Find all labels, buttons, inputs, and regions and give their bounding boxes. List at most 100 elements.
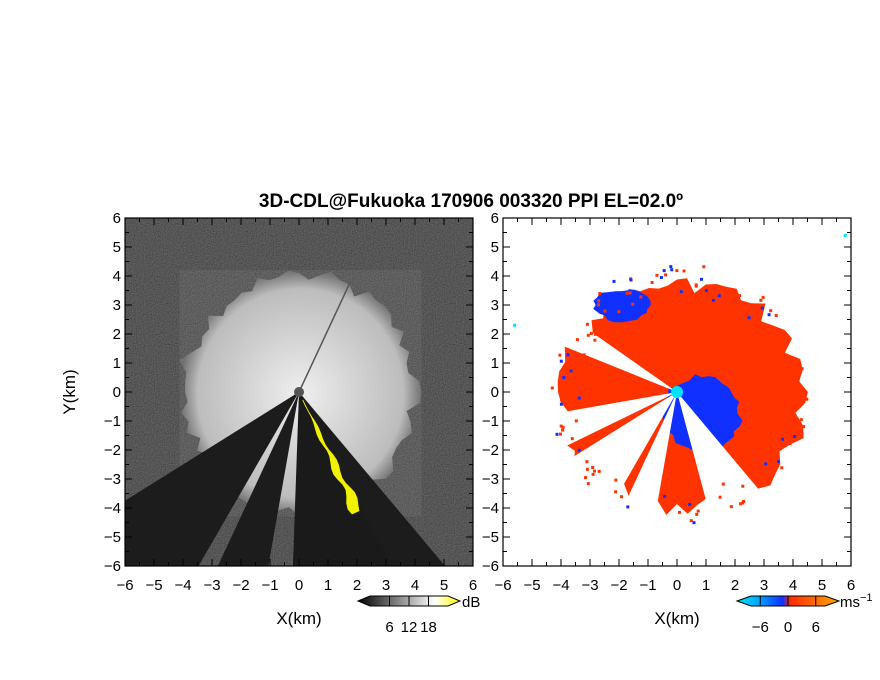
- x-tick-label: 0: [295, 577, 303, 594]
- velocity-pixel: [561, 425, 565, 429]
- velocity-pixel: [586, 333, 590, 337]
- velocity-pixel: [585, 460, 589, 464]
- velocity-pixel: [597, 299, 601, 303]
- y-tick-label: −4: [482, 500, 499, 517]
- velocity-pixel: [695, 512, 699, 516]
- velocity-pixel: [591, 466, 595, 469]
- velocity-pixel: [591, 472, 595, 476]
- velocity-pixel: [593, 332, 597, 336]
- y-tick-label: −3: [482, 471, 499, 488]
- chart-title: 3D-CDL@Fukuoka 170906 003320 PPI EL=02.0…: [259, 191, 683, 212]
- velocity-pixel: [614, 490, 618, 494]
- reflectivity-colorbar-ticks: 6 12 18: [385, 596, 437, 636]
- velocity-pixel: [679, 290, 683, 294]
- velocity-echo: [503, 233, 847, 566]
- velocity-pixel: [721, 482, 725, 486]
- velocity-pixel: [569, 369, 573, 373]
- velocity-pixel: [603, 309, 607, 313]
- velocity-pixel: [769, 309, 773, 313]
- colorbar-tick-label: 6: [812, 619, 820, 636]
- velocity-pixel: [566, 353, 570, 357]
- velocity-pixel: [562, 376, 566, 379]
- velocity-pixel: [550, 386, 554, 390]
- velocity-pixel: [564, 363, 568, 367]
- velocity-pixel: [682, 269, 686, 273]
- y-tick-label: −3: [104, 471, 121, 488]
- y-tick-label: 2: [491, 326, 499, 343]
- velocity-pixel: [711, 298, 715, 302]
- x-axis-label-right: X(km): [654, 609, 699, 628]
- velocity-pixel: [765, 472, 769, 476]
- velocity-pixel: [729, 505, 733, 509]
- y-tick-label: −6: [482, 558, 499, 575]
- x-tick-label: −6: [116, 577, 133, 594]
- velocity-pixel: [773, 423, 777, 427]
- velocity-pixel: [680, 492, 684, 496]
- velocity-pixel: [777, 460, 780, 463]
- y-tick-label: −2: [482, 442, 499, 459]
- x-tick-label: −4: [552, 577, 569, 594]
- velocity-pixel: [570, 437, 574, 441]
- x-axis-label: X(km): [276, 609, 321, 628]
- x-tick-label: 2: [353, 577, 361, 594]
- velocity-panel: −6 −5 −4 −3 −2 −1 0 1 2 3 4 5 6 6 5 4 3 2 1 0 −1 −2 −3 −4 −5 −6 X…: [482, 210, 855, 628]
- velocity-pixel: [741, 501, 745, 505]
- approaching-velocity-region: [593, 289, 651, 323]
- reflectivity-colorbar-unit: dB: [462, 594, 480, 611]
- velocity-pixel: [626, 505, 630, 509]
- velocity-pixel: [559, 424, 563, 428]
- velocity-pixel: [696, 509, 700, 513]
- velocity-pixel: [555, 432, 559, 436]
- velocity-pixel: [700, 277, 703, 281]
- velocity-pixel: [694, 284, 698, 288]
- velocity-pixel: [786, 421, 790, 425]
- velocity-pixel: [688, 502, 692, 506]
- velocity-pixel: [577, 396, 581, 400]
- blocked-sector: [217, 392, 299, 566]
- velocity-pixel: [598, 292, 602, 296]
- velocity-pixel: [718, 495, 722, 499]
- y-tick-label: 3: [491, 297, 499, 314]
- velocity-pixel: [764, 462, 768, 466]
- velocity-pixel: [613, 307, 617, 311]
- x-tick-label: −1: [639, 577, 656, 594]
- velocity-pixel: [559, 359, 563, 363]
- x-tick-label: −6: [494, 577, 511, 594]
- velocity-pixel: [728, 297, 732, 301]
- velocity-pixel: [593, 469, 596, 473]
- x-tick-label: 3: [382, 577, 390, 594]
- x-tick-label: −3: [581, 577, 598, 594]
- velocity-pixel: [805, 397, 809, 401]
- velocity-pixel: [559, 402, 563, 406]
- velocity-pixel: [685, 289, 689, 293]
- velocity-pixel: [739, 502, 743, 506]
- velocity-pixel: [747, 316, 751, 320]
- velocity-pixel: [800, 367, 804, 371]
- velocity-pixel: [690, 494, 694, 498]
- velocity-pixel: [628, 291, 632, 295]
- velocity-pixel: [566, 374, 570, 377]
- velocity-pixel: [625, 291, 629, 295]
- y-tick-label: −6: [104, 558, 121, 575]
- velocity-pixel: [612, 279, 616, 283]
- velocity-pixel: [793, 367, 797, 371]
- velocity-pixel: [728, 304, 731, 308]
- velocity-colorbar-unit-exponent: −1: [860, 592, 873, 604]
- velocity-pixel: [675, 269, 679, 273]
- y-tick-label: 2: [113, 326, 121, 343]
- blocked-sector: [125, 392, 299, 566]
- velocity-pixel: [559, 432, 562, 436]
- y-tick-label: 6: [491, 210, 499, 227]
- x-tick-label: 6: [469, 577, 477, 594]
- x-tick-label: 4: [789, 577, 797, 594]
- x-tick-label: 5: [440, 577, 448, 594]
- velocity-pixel: [614, 478, 618, 482]
- velocity-pixel: [784, 361, 787, 365]
- y-tick-label: 3: [113, 297, 121, 314]
- velocity-pixel: [759, 298, 763, 302]
- y-tick-label: −1: [104, 413, 121, 430]
- velocity-colorbar: ms−1 −6 0 6: [735, 592, 873, 636]
- velocity-pixel: [786, 388, 790, 392]
- velocity-pixel: [639, 295, 643, 299]
